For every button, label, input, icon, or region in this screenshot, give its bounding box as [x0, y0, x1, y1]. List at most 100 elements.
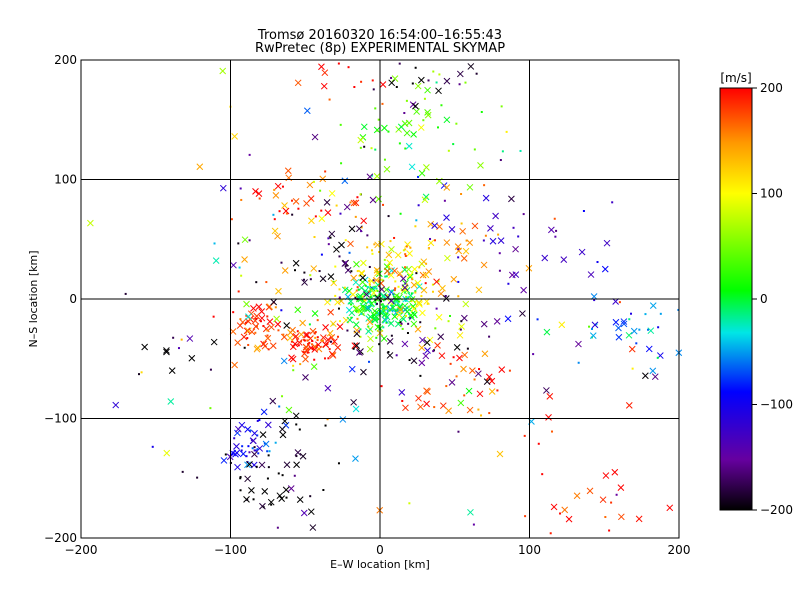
data-point-dot — [332, 280, 335, 283]
data-point-x — [163, 347, 170, 354]
data-point-x — [251, 429, 258, 437]
data-point-dot — [346, 329, 349, 332]
y-axis-ticks: −200 −100 0 100 200 — [44, 53, 77, 545]
data-point-dot — [524, 515, 527, 518]
data-point-dot — [398, 300, 401, 303]
data-point-dot — [313, 358, 316, 361]
data-point-dot — [385, 307, 388, 310]
data-point-dot — [330, 340, 333, 343]
data-point-dot — [298, 428, 301, 431]
data-point-dot — [458, 83, 461, 86]
data-point-dot — [313, 236, 316, 239]
data-point-dot — [327, 243, 330, 246]
data-point-dot — [418, 266, 421, 269]
data-point-x — [443, 77, 451, 85]
data-point-dot — [384, 275, 387, 278]
data-point-dot — [354, 215, 357, 218]
data-point-dot — [265, 281, 268, 284]
data-point-dot — [366, 234, 369, 237]
data-point-x — [311, 133, 319, 141]
data-point-dot — [362, 313, 365, 316]
data-point-x — [615, 333, 623, 341]
data-point-x — [649, 367, 657, 375]
data-point-dot — [327, 357, 330, 360]
data-point-x — [398, 389, 406, 396]
data-point-dot — [248, 451, 251, 454]
data-point-x — [423, 400, 430, 408]
data-point-x — [391, 267, 398, 275]
data-point-dot — [249, 318, 252, 321]
data-point-x — [348, 365, 356, 373]
data-point-x — [525, 264, 533, 272]
data-point-x — [388, 288, 395, 296]
data-point-dot — [505, 130, 508, 133]
data-point-x — [377, 279, 385, 287]
data-point-dot — [628, 318, 631, 321]
data-point-dot — [644, 313, 647, 316]
data-point-dot — [417, 175, 420, 178]
data-point-dot — [371, 79, 374, 82]
data-point-dot — [377, 279, 380, 282]
data-point-x — [324, 336, 332, 344]
data-point-dot — [297, 207, 300, 210]
data-point-dot — [247, 343, 250, 346]
data-point-dot — [239, 476, 242, 479]
data-point-dot — [414, 225, 417, 228]
colorbar — [719, 87, 753, 511]
colorbar-ticks: −200 −100 0 100 200 — [752, 81, 793, 517]
data-point-x — [250, 305, 257, 312]
data-point-x — [612, 318, 620, 326]
data-point-x — [477, 162, 484, 169]
data-point-dot — [608, 529, 611, 532]
data-point-dot — [483, 184, 486, 187]
data-point-x — [420, 286, 428, 294]
data-point-dot — [394, 287, 397, 290]
data-point-dot — [368, 279, 371, 282]
data-point-dot — [356, 196, 359, 199]
data-point-x — [487, 225, 494, 232]
data-point-dot — [364, 284, 367, 287]
data-point-dot — [405, 295, 408, 298]
data-point-x — [241, 236, 249, 244]
data-point-dot — [262, 341, 265, 344]
data-point-x — [457, 399, 465, 407]
data-point-x — [496, 450, 504, 458]
data-point-dot — [324, 170, 327, 173]
data-point-x — [543, 387, 550, 394]
data-point-dot — [457, 280, 460, 283]
data-point-dot — [460, 222, 463, 225]
data-point-x — [339, 416, 347, 423]
data-point-dot — [280, 309, 283, 312]
data-point-dot — [266, 450, 269, 453]
data-point-x — [388, 246, 395, 253]
data-point-dot — [391, 289, 394, 292]
data-point-x — [415, 394, 422, 402]
data-point-x — [485, 373, 493, 381]
data-point-x — [302, 374, 309, 381]
data-point-x — [324, 209, 332, 216]
data-point-x — [625, 401, 633, 409]
data-point-dot — [630, 312, 633, 315]
data-point-dot — [350, 270, 353, 273]
data-point-x — [402, 404, 409, 412]
data-point-dot — [360, 312, 363, 315]
data-point-x — [318, 215, 326, 222]
data-point-dot — [363, 145, 366, 148]
data-point-dot — [452, 356, 455, 359]
x-tick-label: 200 — [668, 543, 691, 557]
data-point-dot — [383, 295, 386, 298]
data-point-dot — [512, 226, 515, 229]
data-point-dot — [299, 340, 302, 343]
data-point-x — [386, 259, 394, 267]
data-point-dot — [314, 331, 317, 334]
data-point-dot — [387, 265, 390, 268]
data-point-x — [231, 133, 238, 140]
data-point-dot — [353, 86, 356, 89]
data-point-dot — [647, 328, 650, 331]
data-point-dot — [444, 294, 447, 297]
data-point-x — [371, 307, 379, 315]
data-point-x — [366, 345, 374, 353]
data-point-dot — [390, 334, 393, 337]
data-point-x — [234, 339, 242, 346]
data-point-x — [273, 315, 280, 323]
